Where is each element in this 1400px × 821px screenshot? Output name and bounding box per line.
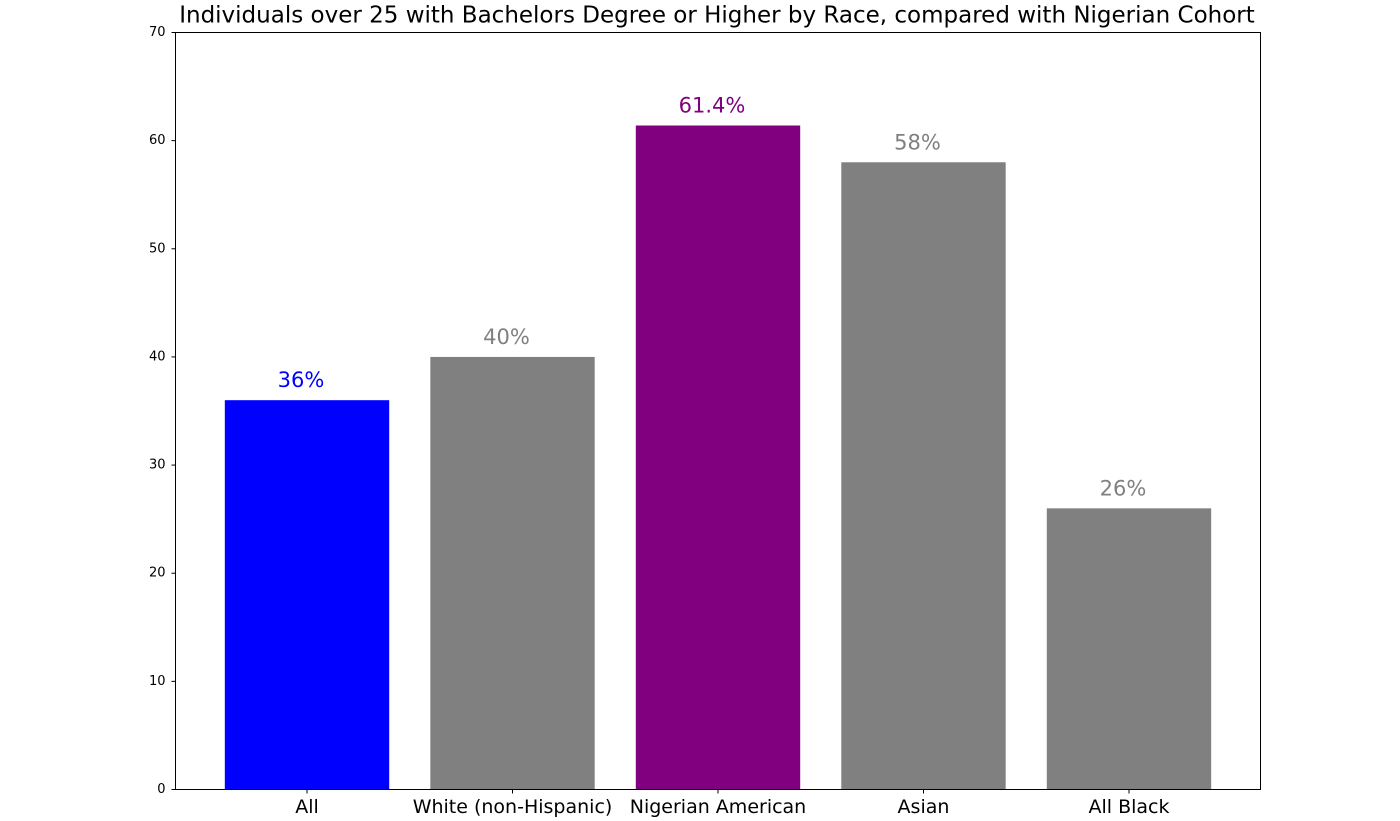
bar xyxy=(224,400,390,790)
y-tick-label: 0 xyxy=(157,782,165,797)
x-tick-label: White (non-Hispanic) xyxy=(413,796,613,818)
value-label: 40% xyxy=(483,325,530,349)
axes-frame xyxy=(175,32,1261,790)
bar xyxy=(841,162,1006,790)
y-tick-label: 40 xyxy=(149,349,166,364)
x-tick-label: Asian xyxy=(898,796,950,818)
y-tick-label: 60 xyxy=(149,133,166,148)
x-tick-label: Nigerian American xyxy=(630,796,806,818)
bar xyxy=(430,356,595,790)
y-tick-label: 70 xyxy=(149,25,166,40)
y-tick-label: 20 xyxy=(149,566,166,581)
value-label: 61.4% xyxy=(679,94,746,118)
value-label: 58% xyxy=(894,130,941,154)
value-label: 36% xyxy=(278,368,325,392)
y-tick-label: 10 xyxy=(149,674,166,689)
value-label: 26% xyxy=(1100,476,1147,500)
chart-title: Individuals over 25 with Bachelors Degre… xyxy=(179,3,1255,29)
y-tick-label: 50 xyxy=(149,241,166,256)
x-tick-label: All Black xyxy=(1088,796,1169,818)
bar xyxy=(1046,508,1212,790)
x-tick-label: All xyxy=(295,796,319,818)
y-tick-label: 30 xyxy=(149,458,166,473)
bar xyxy=(635,125,801,790)
